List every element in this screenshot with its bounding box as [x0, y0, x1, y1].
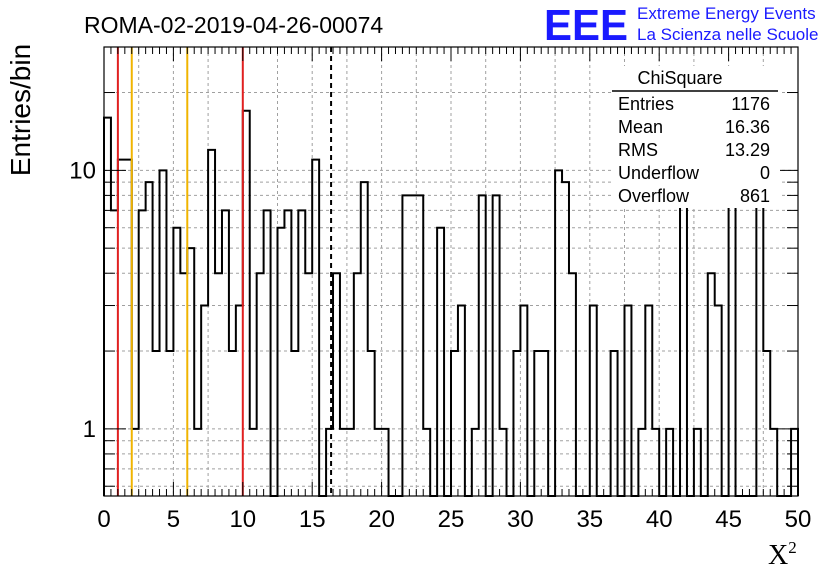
tick-labels: 0 5 10 15 20 25 30 35 40 45 50 1 10: [69, 157, 811, 533]
stats-label: Underflow: [618, 163, 700, 183]
eee-logo-mark: EEE: [544, 1, 628, 50]
x-tick-label: 40: [646, 506, 673, 533]
logo-line-1: Extreme Energy Events: [637, 4, 816, 23]
y-tick-label: 1: [83, 416, 96, 443]
chart-title: ROMA-02-2019-04-26-00074: [84, 12, 383, 38]
stats-title: ChiSquare: [637, 68, 722, 88]
x-axis-label: X2: [768, 538, 797, 571]
stats-label: Overflow: [618, 186, 690, 206]
stats-box-background: [612, 66, 780, 208]
x-tick-label: 15: [299, 506, 326, 533]
histogram-outline: [103, 109, 799, 497]
stats-value: 861: [740, 186, 770, 206]
histogram-bars: [103, 109, 799, 497]
x-tick-label: 30: [507, 506, 534, 533]
x-tick-label: 25: [438, 506, 465, 533]
y-axis-label: Entries/bin: [5, 44, 36, 176]
eee-logo: EEE Extreme Energy Events La Scienza nel…: [544, 1, 818, 50]
stats-value: 1176: [731, 94, 770, 114]
stats-value: 0: [760, 163, 770, 183]
x-axis-label-base: X: [768, 540, 788, 571]
x-tick-label: 45: [715, 506, 742, 533]
x-tick-label: 20: [368, 506, 395, 533]
stats-box: ChiSquare Entries 1176 Mean 16.36 RMS 13.29 Un…: [612, 66, 780, 208]
x-axis-label-superscript: 2: [788, 538, 797, 557]
stats-value: 13.29: [725, 140, 770, 160]
stats-label: Entries: [618, 94, 674, 114]
stats-label: RMS: [618, 140, 658, 160]
logo-line-2: La Scienza nelle Scuole: [637, 25, 818, 44]
x-tick-label: 0: [97, 506, 110, 533]
reference-lines: [116, 47, 333, 496]
x-tick-label: 5: [167, 506, 180, 533]
x-tick-label: 35: [576, 506, 603, 533]
x-tick-label: 50: [785, 506, 812, 533]
stats-label: Mean: [618, 117, 663, 137]
x-tick-label: 10: [229, 506, 256, 533]
y-tick-label: 10: [69, 157, 96, 184]
axis-ticks: [103, 46, 799, 496]
stats-value: 16.36: [725, 117, 770, 137]
